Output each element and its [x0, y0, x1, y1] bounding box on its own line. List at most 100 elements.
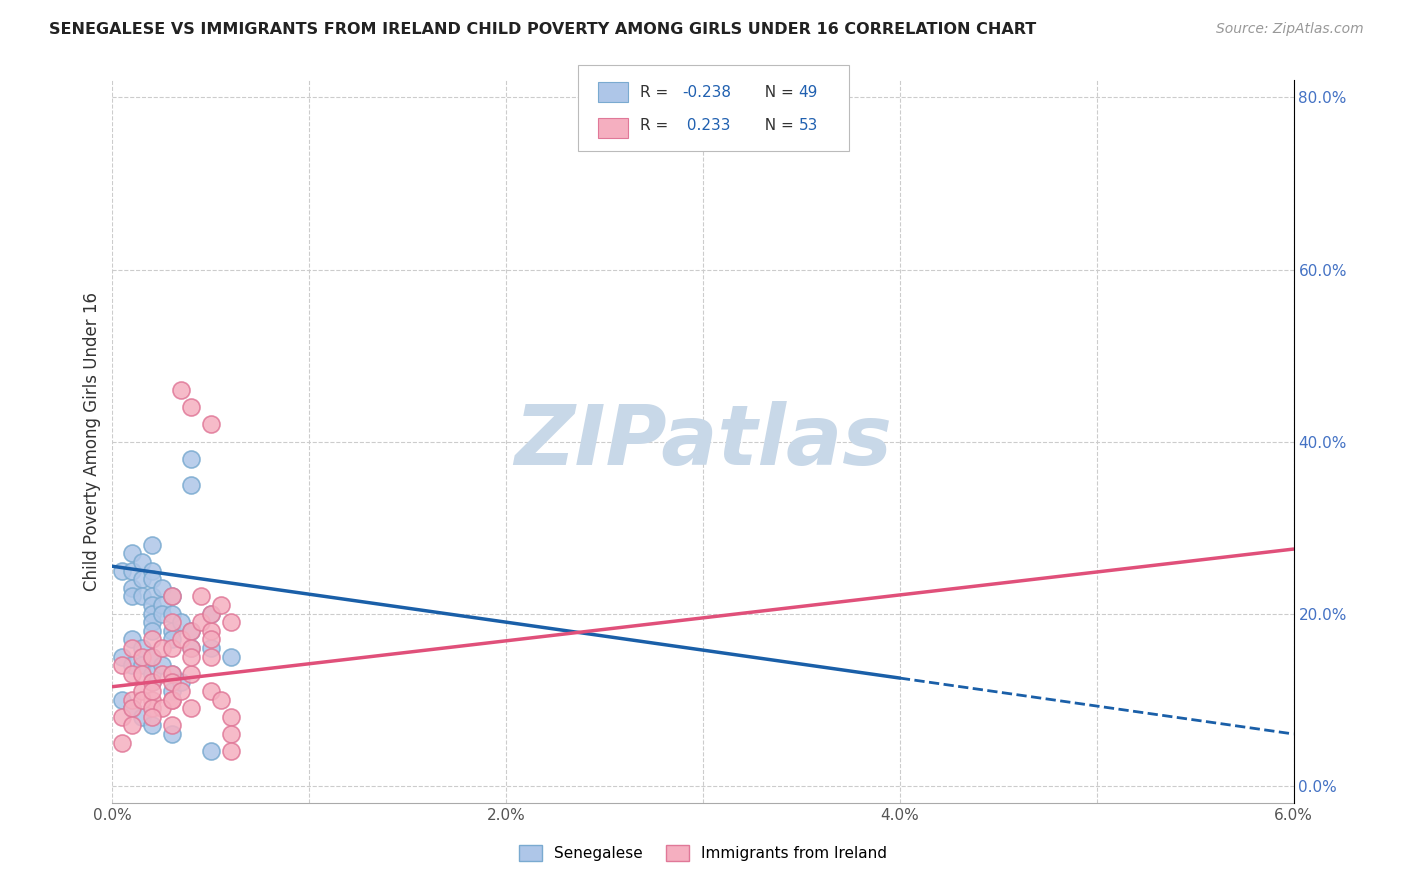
- Point: [111, 658, 134, 673]
- Point: [150, 666, 173, 681]
- Point: [150, 658, 173, 673]
- Point: [190, 615, 212, 630]
- Text: -0.238: -0.238: [682, 85, 731, 100]
- Point: [111, 735, 134, 749]
- Point: [160, 692, 183, 706]
- Point: [150, 701, 173, 715]
- Point: [170, 632, 193, 647]
- Text: Source: ZipAtlas.com: Source: ZipAtlas.com: [1216, 22, 1364, 37]
- Point: [131, 692, 153, 706]
- Point: [121, 632, 143, 647]
- Point: [209, 598, 232, 612]
- Text: SENEGALESE VS IMMIGRANTS FROM IRELAND CHILD POVERTY AMONG GIRLS UNDER 16 CORRELA: SENEGALESE VS IMMIGRANTS FROM IRELAND CH…: [49, 22, 1036, 37]
- Point: [160, 590, 183, 604]
- Point: [219, 649, 242, 664]
- Point: [141, 684, 163, 698]
- Point: [160, 607, 183, 621]
- Point: [200, 624, 222, 638]
- Text: R =: R =: [640, 85, 673, 100]
- Point: [121, 581, 143, 595]
- Point: [160, 675, 183, 690]
- Point: [150, 640, 173, 655]
- Point: [219, 727, 242, 741]
- Text: ZIPatlas: ZIPatlas: [515, 401, 891, 482]
- Point: [180, 624, 202, 638]
- Point: [111, 692, 134, 706]
- Point: [160, 640, 183, 655]
- Point: [141, 666, 163, 681]
- Point: [180, 451, 202, 466]
- Point: [121, 692, 143, 706]
- Point: [200, 417, 222, 432]
- Point: [150, 598, 173, 612]
- Text: 53: 53: [799, 118, 818, 133]
- Point: [180, 400, 202, 414]
- Point: [160, 684, 183, 698]
- Point: [131, 666, 153, 681]
- Point: [131, 590, 153, 604]
- Point: [141, 649, 163, 664]
- Point: [111, 649, 134, 664]
- Point: [170, 615, 193, 630]
- Point: [141, 615, 163, 630]
- Text: N =: N =: [755, 85, 799, 100]
- Point: [160, 590, 183, 604]
- Point: [141, 649, 163, 664]
- Point: [190, 590, 212, 604]
- Point: [141, 590, 163, 604]
- Point: [160, 666, 183, 681]
- Point: [121, 658, 143, 673]
- Point: [121, 666, 143, 681]
- Point: [131, 658, 153, 673]
- Point: [160, 727, 183, 741]
- Point: [131, 710, 153, 724]
- Point: [141, 538, 163, 552]
- Point: [141, 692, 163, 706]
- Point: [180, 624, 202, 638]
- Point: [180, 649, 202, 664]
- Point: [131, 640, 153, 655]
- Point: [209, 692, 232, 706]
- Point: [180, 477, 202, 491]
- Point: [141, 718, 163, 732]
- Point: [121, 701, 143, 715]
- Point: [170, 675, 193, 690]
- Point: [141, 624, 163, 638]
- Point: [180, 701, 202, 715]
- Point: [170, 383, 193, 397]
- Point: [160, 632, 183, 647]
- Point: [150, 581, 173, 595]
- Point: [180, 640, 202, 655]
- Point: [121, 546, 143, 560]
- Point: [170, 684, 193, 698]
- Point: [121, 640, 143, 655]
- Point: [141, 607, 163, 621]
- Point: [200, 607, 222, 621]
- Point: [200, 632, 222, 647]
- Point: [141, 598, 163, 612]
- Text: 49: 49: [799, 85, 818, 100]
- Point: [150, 607, 173, 621]
- Point: [131, 555, 153, 569]
- Point: [200, 744, 222, 758]
- Point: [131, 649, 153, 664]
- Point: [200, 640, 222, 655]
- Text: 0.233: 0.233: [682, 118, 730, 133]
- Point: [160, 615, 183, 630]
- Point: [200, 649, 222, 664]
- Point: [141, 572, 163, 586]
- Text: R =: R =: [640, 118, 673, 133]
- Text: N =: N =: [755, 118, 799, 133]
- Point: [160, 666, 183, 681]
- Point: [131, 684, 153, 698]
- Point: [141, 675, 163, 690]
- Point: [180, 640, 202, 655]
- Point: [180, 666, 202, 681]
- Point: [121, 701, 143, 715]
- Point: [121, 564, 143, 578]
- Point: [141, 675, 163, 690]
- Point: [121, 718, 143, 732]
- Legend: Senegalese, Immigrants from Ireland: Senegalese, Immigrants from Ireland: [513, 839, 893, 867]
- Point: [141, 710, 163, 724]
- Point: [141, 701, 163, 715]
